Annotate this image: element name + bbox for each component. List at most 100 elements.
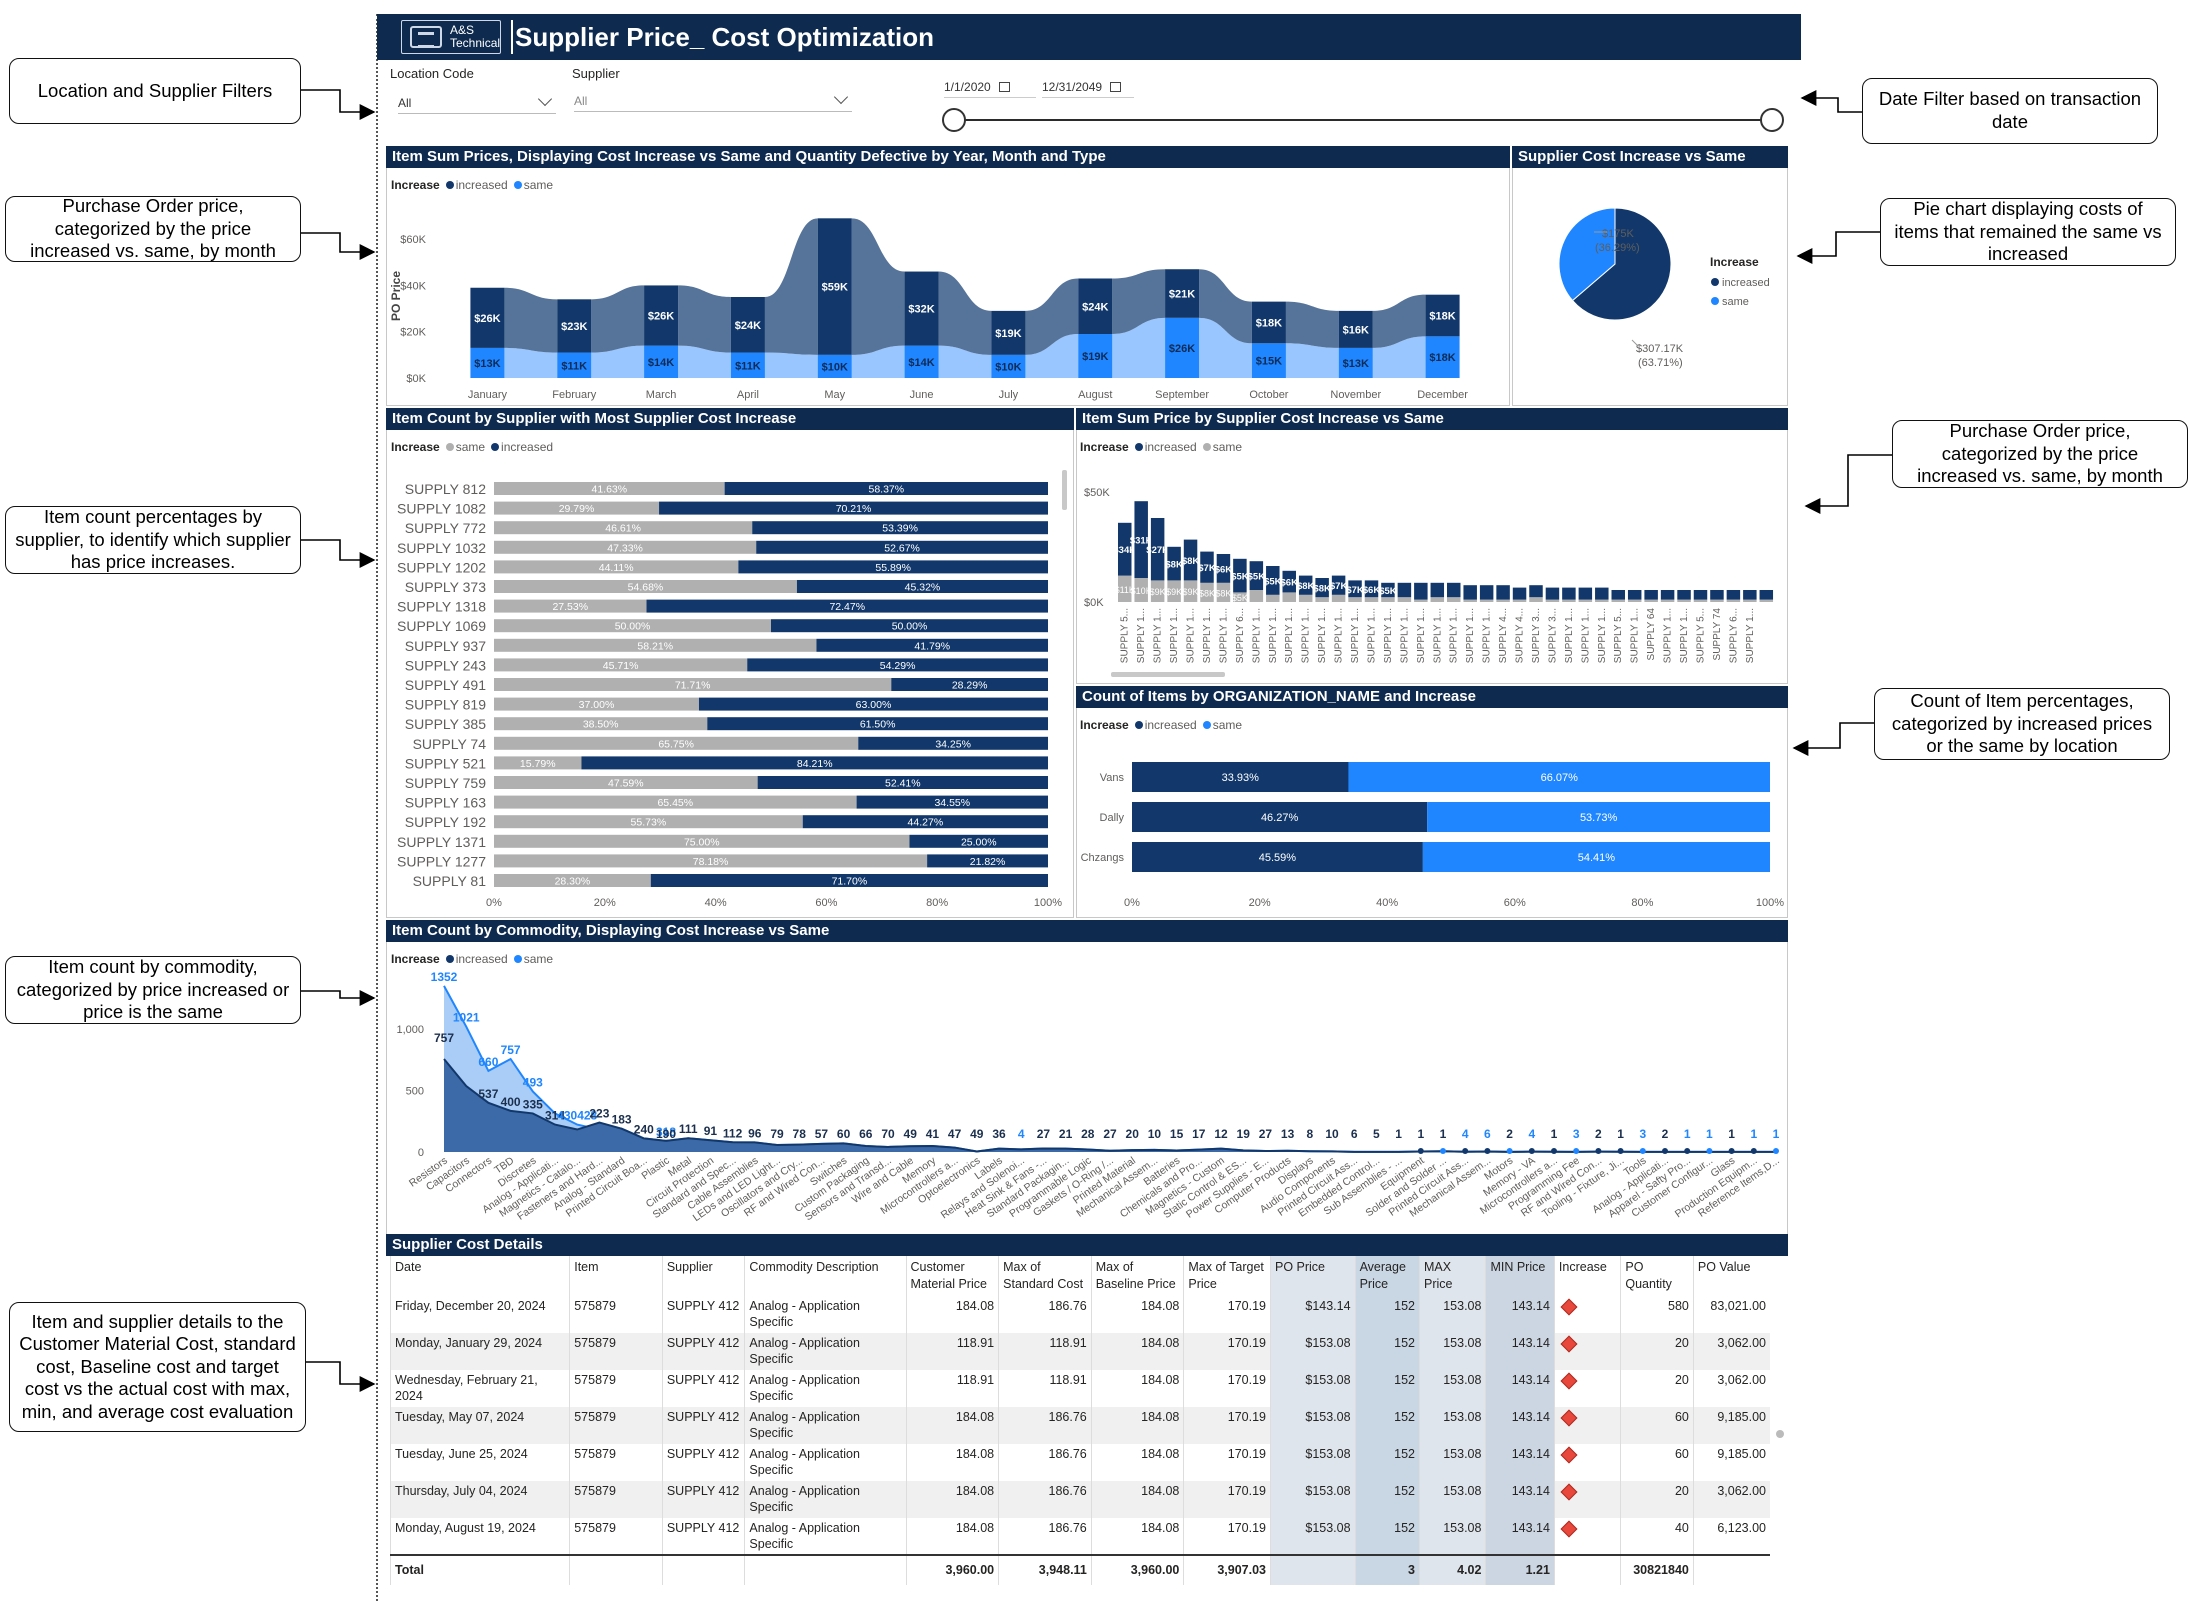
table-cell: Thursday, July 04, 2024 <box>389 1481 570 1518</box>
bar-same <box>1463 599 1477 602</box>
increased-ribbon <box>504 287 558 353</box>
table-cell: 143.14 <box>1485 1518 1555 1555</box>
point-label: 3 <box>1639 1127 1646 1141</box>
point-label: 1 <box>1551 1127 1558 1141</box>
column-header[interactable]: MAX Price <box>1418 1256 1486 1296</box>
bar-increased <box>1183 539 1198 581</box>
column-header[interactable]: Customer Material Price <box>905 1256 999 1296</box>
x-tick-label: July <box>999 389 1019 401</box>
column-header[interactable]: MIN Price <box>1485 1256 1555 1296</box>
date-slider-start-handle[interactable] <box>942 108 966 132</box>
table-cell: 152 <box>1354 1444 1420 1481</box>
table-cell: 153.08 <box>1418 1481 1486 1518</box>
bar-label-same: 47.33% <box>607 542 643 554</box>
date-slider-end-handle[interactable] <box>1760 108 1784 132</box>
point-label: 27 <box>1037 1127 1051 1141</box>
bar-same <box>1693 599 1708 602</box>
increase-diamond-icon <box>1560 1335 1578 1353</box>
x-tick-label: SUPPLY 1... <box>1301 608 1312 663</box>
x-tick-label: SUPPLY 1... <box>1284 608 1295 663</box>
bar-same <box>1414 599 1428 602</box>
bar-same <box>494 874 651 887</box>
table-cell: 153.08 <box>1418 1518 1486 1555</box>
increased-ribbon <box>938 271 992 355</box>
column-header[interactable]: Date <box>389 1256 570 1296</box>
bar-label-increased: 45.59% <box>1259 852 1297 864</box>
org-label: Chzangs <box>1081 852 1125 864</box>
table-cell: 20 <box>1620 1481 1694 1518</box>
bar-label-increased: $59K <box>822 282 848 294</box>
table-scroll-indicator[interactable] <box>1776 1430 1784 1438</box>
column-header[interactable]: Increase <box>1553 1256 1621 1296</box>
location-dropdown[interactable]: All <box>398 90 556 114</box>
point-label: 400 <box>501 1095 521 1109</box>
bar-same <box>1660 599 1675 602</box>
calendar-icon <box>1110 82 1122 92</box>
table-cell: 143.14 <box>1485 1296 1555 1333</box>
bar-label-increased: $24K <box>1082 301 1108 313</box>
x-tick-label: SUPPLY 4... <box>1498 608 1509 663</box>
increased-ribbon <box>1285 301 1339 348</box>
table-total-row: Total 3,960.00 3,948.11 3,960.00 3,907.03 3 4.… <box>389 1554 1770 1585</box>
bar-same <box>904 345 939 378</box>
column-header[interactable]: Average Price <box>1354 1256 1420 1296</box>
bar-increased <box>1078 278 1113 335</box>
callout-supplier-pct: Item count percentages by supplier, to i… <box>5 506 301 574</box>
bar-label-same: 47.59% <box>608 778 644 790</box>
data-point <box>1462 1148 1469 1154</box>
scrollbar-thumb <box>1111 672 1225 677</box>
supplier-label: SUPPLY 772 <box>405 520 486 536</box>
bar-label-same: $18K <box>1429 352 1455 364</box>
same-ribbon <box>1372 336 1426 378</box>
column-header[interactable]: Max of Baseline Price <box>1090 1256 1184 1296</box>
x-tick-label: 60% <box>815 897 837 909</box>
table-cell: Tuesday, June 25, 2024 <box>389 1444 570 1481</box>
bar-increased <box>1134 501 1148 578</box>
table-cell: Monday, August 19, 2024 <box>389 1518 570 1555</box>
bar-label-same: $11K <box>561 360 587 372</box>
bar-same <box>1422 842 1770 872</box>
column-header[interactable]: Max of Standard Cost <box>998 1256 1092 1296</box>
column-header[interactable]: PO Value <box>1692 1256 1770 1296</box>
bar-same <box>1251 343 1286 378</box>
table-row: Monday, January 29, 2024 575879 SUPPLY 412… <box>389 1333 1770 1370</box>
column-header[interactable]: Commodity Description <box>744 1256 907 1296</box>
bar-increased <box>1677 590 1691 600</box>
table-cell <box>1553 1407 1621 1444</box>
y-tick-label: $20K <box>400 327 426 339</box>
bar-same <box>494 501 660 515</box>
point-label: 5 <box>1373 1127 1380 1141</box>
bar-increased <box>1132 762 1349 792</box>
date-start-input[interactable]: 1/1/2020 <box>944 76 1036 98</box>
data-point <box>1684 1148 1691 1154</box>
column-header[interactable]: Item <box>569 1256 663 1296</box>
bar-same <box>1397 597 1412 602</box>
supplier-label: SUPPLY 521 <box>405 755 486 771</box>
supplier-dropdown[interactable]: All <box>574 88 852 112</box>
date-end-input[interactable]: 12/31/2049 <box>1042 76 1134 98</box>
column-header[interactable]: PO Price <box>1269 1256 1356 1296</box>
table-cell: $153.08 <box>1269 1407 1356 1444</box>
bar-label-increased: 25.00% <box>961 836 997 848</box>
bar-label-increased: $5K <box>1379 586 1397 597</box>
data-point <box>1417 1148 1424 1154</box>
bar-same <box>1545 599 1560 602</box>
x-tick-label: February <box>552 389 597 401</box>
bar-same <box>494 756 582 770</box>
point-label: 8 <box>1306 1127 1313 1141</box>
supplier-label: SUPPLY 243 <box>405 657 486 673</box>
bar-label-same: $10K <box>822 361 848 373</box>
date-slider-track[interactable] <box>954 119 1774 121</box>
bar-label-increased: $8K <box>1165 560 1183 571</box>
point-label: 41 <box>926 1127 940 1141</box>
table-cell: 3,062.00 <box>1692 1333 1770 1370</box>
bar-same <box>1479 599 1494 602</box>
total-cell: 1.21 <box>1485 1554 1555 1585</box>
bar-increased <box>817 218 852 355</box>
column-header[interactable]: Max of Target Price <box>1183 1256 1271 1296</box>
x-tick-label: 80% <box>1631 897 1653 909</box>
bar-label-increased: 70.21% <box>836 503 872 515</box>
column-header[interactable]: PO Quantity <box>1620 1256 1694 1296</box>
column-header[interactable]: Supplier <box>661 1256 745 1296</box>
bar-same <box>644 345 679 378</box>
